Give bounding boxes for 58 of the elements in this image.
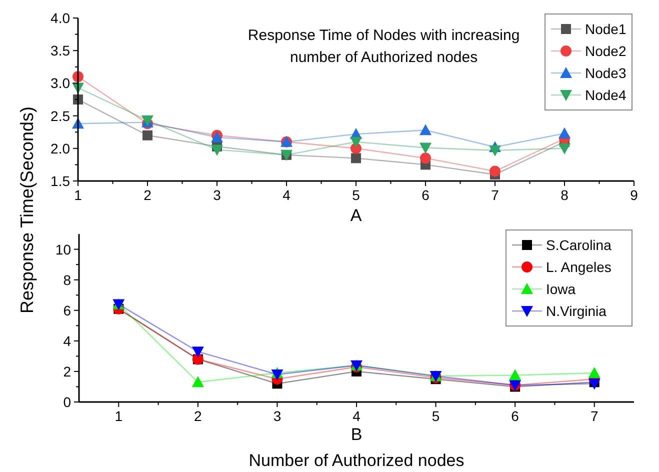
point [489, 145, 501, 156]
y-tick-label: 10 [55, 241, 72, 258]
point [490, 166, 500, 177]
x-tick-label: 4 [352, 408, 361, 424]
y-tick-label: 3.0 [50, 75, 70, 92]
y-tick-label: 4 [63, 332, 72, 349]
x-tick-label: 2 [144, 187, 152, 203]
x-tick-label: 7 [590, 408, 598, 424]
point [271, 370, 284, 381]
y-tick-label: 8 [63, 272, 72, 288]
point [192, 346, 204, 358]
x-tick-label: 4 [282, 187, 291, 203]
x-tick-label: 3 [213, 187, 222, 203]
text: Response Time of Nodes with increasing number of Authorized nodes [248, 27, 520, 66]
point [192, 376, 204, 388]
point [142, 130, 152, 140]
text: B [350, 425, 362, 444]
point [558, 143, 570, 154]
y-tick-label: 3.5 [50, 42, 70, 59]
point [420, 152, 431, 164]
point [588, 378, 600, 390]
x-tick-label: 3 [273, 408, 282, 424]
y-tick-label: 4.0 [50, 10, 70, 26]
x-tick-label: 6 [422, 187, 430, 203]
legend-label: Node2 [585, 43, 626, 59]
x-tick-label: 9 [630, 187, 638, 203]
x-tick-label: 5 [432, 408, 440, 424]
point [509, 369, 522, 380]
legend-label: Node4 [585, 87, 626, 103]
legend-label: Node3 [585, 65, 626, 81]
point [420, 142, 432, 154]
x-tick-label: 8 [560, 187, 569, 203]
legend-label: N.Virginia [546, 303, 607, 319]
legend-label: S.Carolina [546, 237, 612, 253]
x-tick-label: 2 [194, 408, 202, 424]
y-tick-label: 1.5 [50, 173, 70, 189]
y-tick-label: 2.5 [50, 108, 70, 124]
x-tick-label: 7 [491, 187, 500, 203]
y-tick-label: 0 [63, 394, 72, 410]
legend-label: L. Angeles [546, 259, 612, 275]
x-tick-label: 5 [352, 187, 360, 203]
y-axis-title: Response Time(Seconds) [17, 106, 37, 314]
y-tick-label: 2.0 [50, 140, 70, 156]
x-tick-label: 6 [511, 408, 520, 424]
legend-label: Node1 [585, 21, 626, 37]
point [558, 127, 570, 138]
point [211, 144, 223, 156]
y-tick-label: 2 [63, 363, 72, 380]
legend-label: Iowa [546, 281, 576, 297]
x-axis-title: A [350, 206, 362, 225]
y-tick-label: 6 [63, 302, 72, 318]
x-tick-label: 1 [114, 408, 123, 424]
x-axis-title: Number of Authorized nodes [248, 451, 464, 470]
point [351, 153, 361, 164]
point [588, 366, 600, 378]
point [350, 136, 362, 148]
point [420, 124, 432, 136]
x-tick-label: 1 [74, 187, 82, 203]
